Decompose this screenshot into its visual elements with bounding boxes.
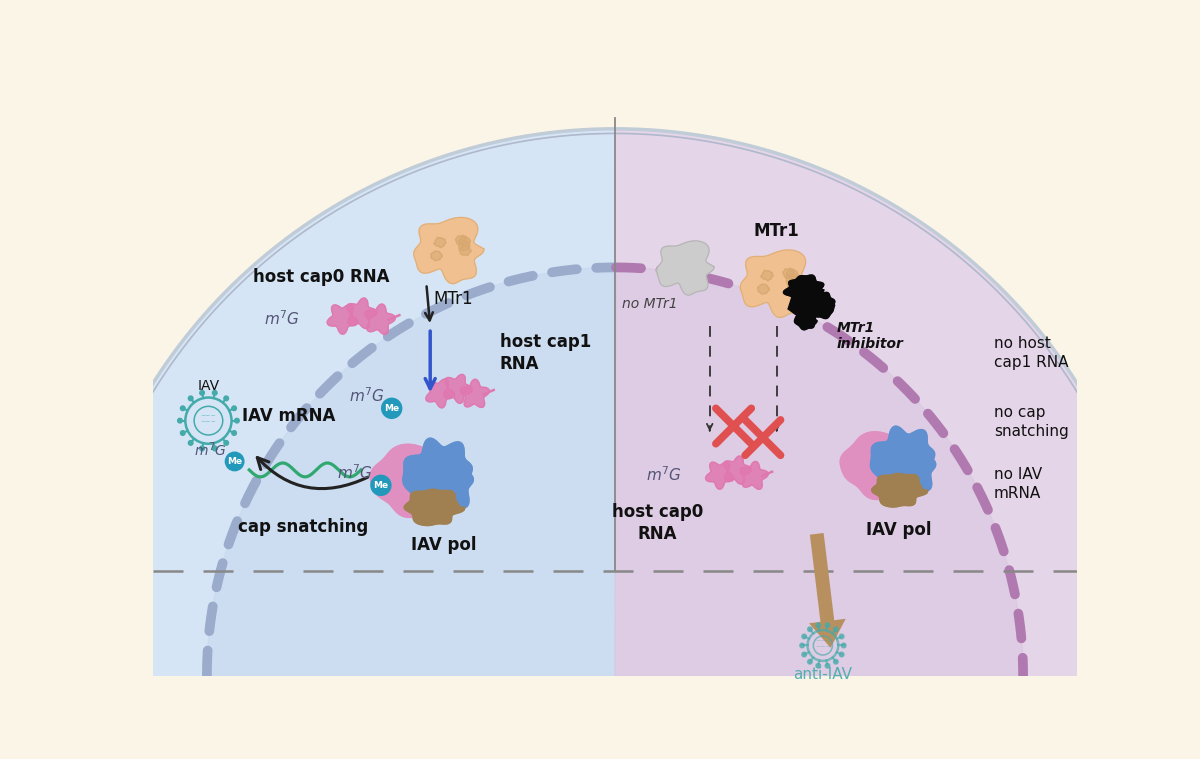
Polygon shape [328,304,358,334]
Polygon shape [871,474,928,507]
Polygon shape [616,267,1024,676]
Circle shape [808,660,812,664]
Polygon shape [706,462,733,490]
Circle shape [839,652,844,657]
Circle shape [188,441,193,446]
Polygon shape [656,241,714,295]
Text: $m^7G$: $m^7G$ [193,441,227,459]
Circle shape [802,652,806,657]
Polygon shape [616,129,1162,676]
Circle shape [382,398,402,418]
Text: $m^7G$: $m^7G$ [349,386,385,405]
Circle shape [224,441,228,446]
Polygon shape [434,238,446,247]
Text: no host
cap1 RNA: no host cap1 RNA [994,335,1068,370]
Circle shape [235,418,239,423]
Circle shape [826,663,830,668]
Text: MTr1
inhibitor: MTr1 inhibitor [836,321,904,351]
Circle shape [826,623,830,628]
Text: IAV pol: IAV pol [412,536,476,554]
Circle shape [232,430,236,436]
Text: no MTr1: no MTr1 [622,298,678,311]
Text: $m^7G$: $m^7G$ [337,463,373,481]
Polygon shape [431,251,442,260]
Circle shape [224,396,228,401]
Circle shape [232,406,236,411]
Polygon shape [782,268,794,278]
Polygon shape [787,279,798,288]
Circle shape [178,418,182,423]
Polygon shape [458,236,470,246]
Text: no IAV
mRNA: no IAV mRNA [994,467,1042,501]
Polygon shape [724,456,751,484]
Polygon shape [808,291,835,319]
Polygon shape [761,270,773,281]
Circle shape [834,627,838,631]
Text: ~~~
~~~: ~~~ ~~~ [200,414,216,424]
Polygon shape [444,374,473,403]
Circle shape [180,430,185,436]
Text: $m^7G$: $m^7G$ [646,465,682,484]
Polygon shape [206,267,616,676]
Text: $m^7G$: $m^7G$ [264,309,300,328]
FancyArrow shape [809,533,846,647]
Text: cap snatching: cap snatching [238,518,368,537]
Polygon shape [784,275,823,304]
Polygon shape [403,438,473,511]
Circle shape [212,446,217,451]
Circle shape [371,475,391,496]
Text: IAV mRNA: IAV mRNA [241,407,335,425]
Circle shape [808,627,812,631]
Circle shape [816,663,821,668]
Text: Me: Me [373,481,389,490]
Polygon shape [870,426,936,493]
Polygon shape [365,304,395,335]
Polygon shape [740,461,768,490]
Polygon shape [426,379,455,408]
Text: host cap1
RNA: host cap1 RNA [499,332,590,373]
Polygon shape [456,235,467,245]
Circle shape [199,446,204,451]
Polygon shape [740,250,812,317]
Polygon shape [794,311,817,330]
Polygon shape [461,380,490,408]
Circle shape [816,623,821,628]
Text: Me: Me [227,458,242,466]
Text: Me: Me [384,405,400,413]
Circle shape [841,643,846,647]
Polygon shape [786,269,798,279]
Text: MTr1: MTr1 [754,222,799,240]
Circle shape [180,406,185,411]
Circle shape [802,635,806,639]
Polygon shape [757,285,769,294]
Text: IAV pol: IAV pol [865,521,931,539]
Polygon shape [458,241,470,250]
Circle shape [834,660,838,664]
Circle shape [839,635,844,639]
Text: MTr1: MTr1 [433,290,473,307]
Text: anti-IAV: anti-IAV [793,667,852,682]
Polygon shape [788,295,811,317]
Circle shape [212,391,217,395]
Text: ~~~
~~~: ~~~ ~~~ [815,638,830,650]
Polygon shape [68,129,616,676]
Polygon shape [786,274,798,284]
Circle shape [199,391,204,395]
Polygon shape [414,218,484,284]
Text: host cap0
RNA: host cap0 RNA [612,503,703,543]
Circle shape [226,452,244,471]
Circle shape [188,396,193,401]
Polygon shape [460,246,470,255]
Circle shape [800,643,804,647]
Polygon shape [840,432,923,499]
Polygon shape [347,298,377,329]
Text: no cap
snatching: no cap snatching [994,405,1068,439]
Text: IAV: IAV [197,379,220,393]
Text: host cap0 RNA: host cap0 RNA [253,269,389,286]
Polygon shape [404,490,464,525]
Polygon shape [370,444,460,518]
